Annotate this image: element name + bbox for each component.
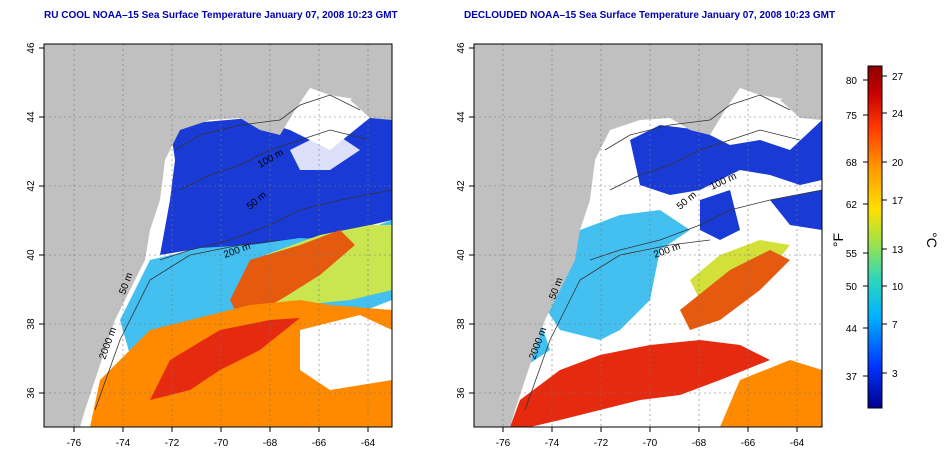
left-cold-shelf-water <box>160 100 392 255</box>
left-x-tick-2: -74 <box>116 438 131 449</box>
colorbar-c-tick-13: 13 <box>892 245 904 256</box>
left-y-tick-38: 38 <box>26 318 37 330</box>
right-cold-offshore <box>770 190 822 230</box>
colorbar-f-tick-44: 44 <box>846 324 858 335</box>
colorbar-gradient <box>867 65 883 409</box>
colorbar-c-tick-24: 24 <box>892 109 904 120</box>
colorbar-c-tick-17: 17 <box>892 196 904 207</box>
right-warm-water <box>720 360 822 427</box>
left-contour-2000m <box>94 239 281 411</box>
left-contour-50m <box>174 94 361 151</box>
right-x-tick-6: -66 <box>741 438 756 449</box>
right-gulf-stream-core <box>510 340 770 427</box>
left-map-title: RU COOL NOAA–15 Sea Surface Temperature … <box>44 10 398 21</box>
left-y-axis: 46 44 42 40 38 36 <box>26 42 44 399</box>
colorbar: 80 75 68 62 55 50 44 37 27 24 20 17 13 1… <box>830 65 940 409</box>
colorbar-ticks <box>863 75 887 377</box>
right-land-mass <box>474 44 822 427</box>
left-map: 200 m 50 m 50 m 2000 m 100 m -76 -74 -72… <box>26 42 393 449</box>
right-nova-scotia <box>780 80 822 120</box>
right-x-tick-4: -70 <box>643 438 658 449</box>
right-y-tick-42: 42 <box>456 180 467 192</box>
left-y-tick-40: 40 <box>26 249 37 261</box>
left-land-mass <box>44 44 392 427</box>
right-cold-shelf-water <box>630 120 822 195</box>
left-x-tick-7: -64 <box>361 438 376 449</box>
colorbar-f-tick-68: 68 <box>846 158 858 169</box>
right-y-tick-46: 46 <box>456 42 467 54</box>
right-map-frame <box>473 43 823 428</box>
right-x-tick-5: -68 <box>692 438 707 449</box>
colorbar-f-tick-62: 62 <box>846 200 858 211</box>
left-gulf-stream-core <box>150 318 300 400</box>
right-x-tick-7: -64 <box>790 438 805 449</box>
left-y-tick-44: 44 <box>26 111 37 123</box>
right-y-tick-36: 36 <box>456 387 467 399</box>
left-y-tick-46: 46 <box>26 42 37 54</box>
colorbar-f-tick-50: 50 <box>846 282 858 293</box>
right-contour-50m <box>604 94 791 151</box>
right-y-tick-40: 40 <box>456 249 467 261</box>
right-x-tick-3: -72 <box>594 438 609 449</box>
right-gulf-stream-eddy <box>680 250 790 330</box>
left-y-tick-42: 42 <box>26 180 37 192</box>
colorbar-fahrenheit-label: °F <box>830 233 846 247</box>
left-x-tick-4: -70 <box>214 438 229 449</box>
right-contour-2000m <box>524 239 711 411</box>
right-x-axis: -76 -74 -72 -70 -68 -66 -64 <box>496 427 805 449</box>
left-cloud-strip <box>290 130 360 170</box>
colorbar-c-tick-7: 7 <box>892 320 898 331</box>
right-grid <box>474 44 822 427</box>
right-y-axis: 46 44 42 40 38 36 <box>456 42 474 399</box>
left-cloud-patch <box>300 315 392 390</box>
colorbar-f-tick-75: 75 <box>846 111 858 122</box>
left-map-frame <box>43 43 393 428</box>
right-y-tick-44: 44 <box>456 111 467 123</box>
left-y-tick-36: 36 <box>26 387 37 399</box>
left-grid <box>44 44 392 427</box>
colorbar-c-tick-3: 3 <box>892 369 898 380</box>
left-x-tick-5: -68 <box>263 438 278 449</box>
colorbar-f-tick-55: 55 <box>846 249 858 260</box>
colorbar-c-tick-10: 10 <box>892 282 904 293</box>
left-gulf-stream-eddy <box>230 230 355 320</box>
left-x-axis: -76 -74 -72 -70 -68 -66 -64 <box>67 427 376 449</box>
right-map-title: DECLOUDED NOAA–15 Sea Surface Temperatur… <box>464 10 836 21</box>
colorbar-f-tick-80: 80 <box>846 76 858 87</box>
colorbar-celsius-label: °C <box>924 232 940 248</box>
colorbar-f-tick-37: 37 <box>846 372 858 383</box>
right-x-tick-2: -74 <box>545 438 560 449</box>
right-contour-200m <box>589 189 822 261</box>
right-map: 200 m 50 m 100 m 50 m 2000 m -76 -74 -72… <box>456 42 823 449</box>
left-nova-scotia <box>350 80 392 120</box>
left-x-tick-3: -72 <box>165 438 180 449</box>
colorbar-c-tick-27: 27 <box>892 72 904 83</box>
right-contour-100m <box>609 129 801 191</box>
right-y-tick-38: 38 <box>456 318 467 330</box>
right-x-tick-1: -76 <box>496 438 511 449</box>
left-x-tick-1: -76 <box>67 438 82 449</box>
colorbar-c-tick-20: 20 <box>892 158 904 169</box>
left-x-tick-6: -66 <box>312 438 327 449</box>
